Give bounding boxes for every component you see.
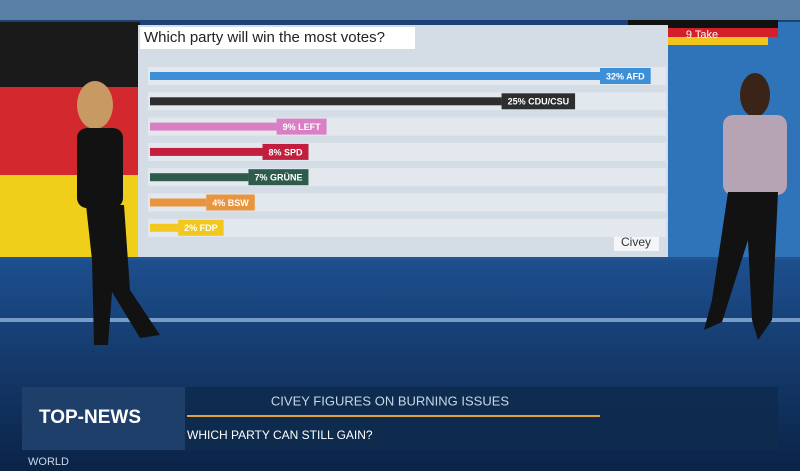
subheadline: WHICH PARTY CAN STILL GAIN?: [187, 428, 373, 442]
source-box: [614, 234, 659, 251]
value-label-box: [178, 219, 224, 236]
value-label-box: [501, 93, 576, 110]
value-label: 9% LEFT: [283, 122, 322, 132]
floor-light: [0, 318, 800, 322]
value-label: 4% BSW: [212, 198, 249, 208]
row-band: [148, 218, 666, 237]
headline-rule: [187, 415, 600, 417]
presenter-right: [704, 73, 787, 340]
bar-chart: 32% AFD 25% CDU/CSU 9% LEFT 8% SPD 7% GRÜNE 4…: [148, 67, 666, 237]
bar: [150, 173, 249, 182]
value-label-box: [248, 169, 309, 186]
logo-black: [628, 20, 778, 28]
top-screens: [0, 0, 800, 20]
brand-box: [22, 387, 185, 450]
value-label-box: [276, 118, 327, 135]
logo-gold: [660, 37, 768, 45]
value-label-box: [600, 68, 651, 84]
flag-black: [0, 22, 140, 87]
channel: WORLD: [28, 456, 69, 468]
bar: [150, 122, 277, 131]
bar: [150, 223, 179, 232]
bar: [150, 97, 502, 106]
chart-screen: [138, 25, 668, 257]
value-label: 8% SPD: [269, 147, 304, 157]
presenter-left: [77, 81, 160, 345]
brand: TOP-NEWS: [39, 407, 141, 428]
title-box: [140, 27, 415, 49]
chart-title: Which party will win the most votes?: [144, 29, 385, 46]
row-band: [148, 193, 666, 212]
headline: CIVEY FIGURES ON BURNING ISSUES: [271, 393, 509, 408]
value-label-box: [206, 194, 255, 211]
bar: [150, 198, 207, 207]
source: Civey: [621, 235, 651, 249]
value-label: 2% FDP: [184, 223, 218, 233]
logo-text: 9 Take: [686, 29, 718, 41]
value-label: 7% GRÜNE: [254, 173, 302, 183]
value-label: 25% CDU/CSU: [508, 97, 570, 107]
bar: [150, 72, 600, 80]
bar: [150, 147, 263, 156]
logo-red: [645, 28, 778, 37]
value-label: 32% AFD: [606, 71, 645, 81]
value-label-box: [262, 143, 309, 160]
